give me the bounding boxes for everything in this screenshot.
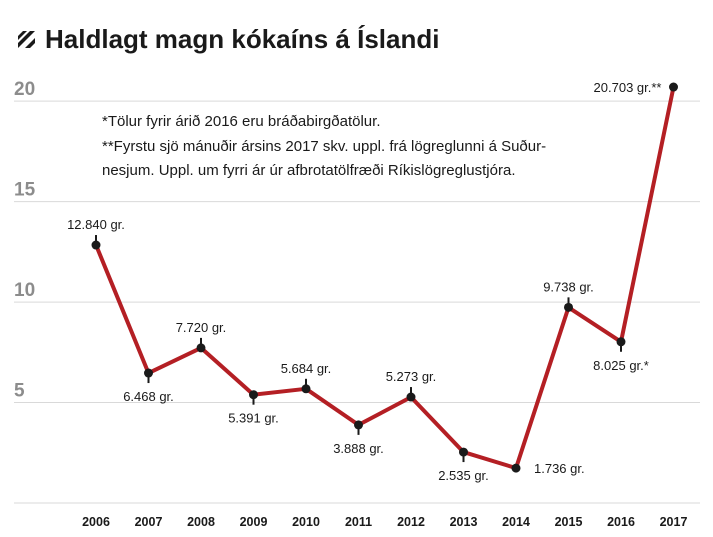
chart-title: Haldlagt magn kókaíns á Íslandi — [45, 24, 439, 54]
data-label-2012: 5.273 gr. — [386, 369, 437, 384]
data-label-2016: 8.025 gr.* — [593, 358, 649, 373]
data-label-2014: 1.736 gr. — [534, 461, 585, 476]
x-tick-label-2010: 2010 — [292, 515, 320, 529]
note-line-1: *Tölur fyrir árið 2016 eru bráðabirgðatö… — [102, 113, 380, 130]
data-label-2010: 5.684 gr. — [281, 361, 332, 376]
x-axis-ticks: 2006 2007 2008 2009 2010 2011 2012 2013 2014 2015… — [82, 515, 687, 529]
y-tick-label-15: 15 — [14, 180, 36, 201]
series-line — [94, 86, 676, 471]
data-points — [91, 82, 678, 473]
x-tick-label-2011: 2011 — [345, 515, 372, 529]
y-axis-ticks: 5 10 15 20 — [14, 79, 36, 401]
data-point-2015 — [564, 302, 573, 312]
data-point-2011 — [354, 420, 363, 430]
x-tick-label-2016: 2016 — [607, 515, 635, 529]
data-label-2015: 9.738 gr. — [543, 279, 594, 294]
data-point-2014 — [511, 463, 521, 473]
data-label-2013: 2.535 gr. — [438, 468, 489, 483]
x-tick-label-2012: 2012 — [397, 515, 425, 529]
note-line-3: nesjum. Uppl. um fyrri ár úr afbrotatölf… — [102, 162, 515, 179]
x-tick-label-2015: 2015 — [555, 515, 583, 529]
data-labels: 12.840 gr. 6.468 gr. 7.720 gr. 5.391 gr. 5.6… — [67, 80, 661, 483]
data-point-2017 — [669, 82, 678, 92]
data-label-2009: 5.391 gr. — [228, 411, 279, 426]
data-label-2008: 7.720 gr. — [176, 320, 227, 335]
title-icon — [18, 31, 35, 48]
data-point-2007 — [144, 368, 153, 378]
y-tick-label-5: 5 — [14, 381, 25, 402]
x-tick-label-2013: 2013 — [450, 515, 478, 529]
x-tick-label-2006: 2006 — [82, 515, 110, 529]
note-line-2: **Fyrstu sjö mánuðir ársins 2017 skv. up… — [102, 138, 546, 155]
x-tick-label-2007: 2007 — [135, 515, 163, 529]
x-tick-label-2009: 2009 — [240, 515, 268, 529]
data-point-2009 — [249, 390, 258, 400]
data-point-2010 — [301, 384, 311, 394]
y-tick-label-20: 20 — [14, 79, 35, 100]
data-label-2007: 6.468 gr. — [123, 389, 174, 404]
data-label-2017: 20.703 gr.** — [594, 80, 662, 95]
notes-block: *Tölur fyrir árið 2016 eru bráðabirgðatö… — [102, 113, 546, 179]
data-label-2011: 3.888 gr. — [333, 441, 384, 456]
gridlines — [14, 100, 700, 504]
data-label-2006: 12.840 gr. — [67, 217, 125, 232]
data-point-2016 — [616, 337, 626, 347]
data-point-2008 — [196, 343, 206, 353]
data-point-2006 — [91, 240, 101, 250]
data-point-2012 — [406, 392, 416, 402]
y-tick-label-10: 10 — [14, 280, 35, 301]
x-tick-label-2008: 2008 — [187, 515, 215, 529]
data-point-2013 — [459, 447, 468, 457]
x-tick-label-2014: 2014 — [502, 515, 530, 529]
x-tick-label-2017: 2017 — [660, 515, 688, 529]
